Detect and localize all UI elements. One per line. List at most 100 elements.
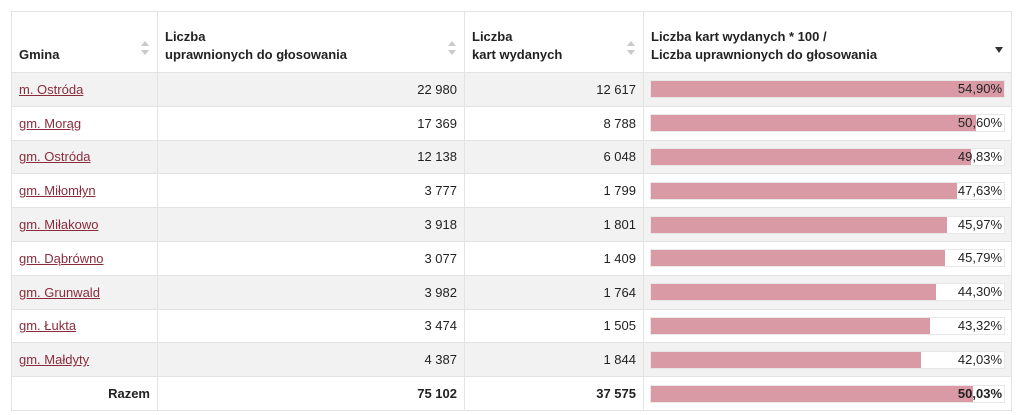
header-wydane-line1: Liczba bbox=[472, 29, 513, 44]
table-row: gm. Małdyty 4 387 1 844 42,03% bbox=[11, 342, 1012, 378]
turnout-bar: 50,60% bbox=[650, 114, 1005, 133]
cell-wydane: 6 048 bbox=[464, 139, 644, 175]
turnout-bar-fill bbox=[651, 115, 977, 132]
turnout-bar: 50,03% bbox=[650, 384, 1005, 403]
turnout-bar-fill bbox=[651, 351, 922, 368]
table-body: m. Ostróda 22 980 12 617 54,90% gm. Morąg 17 … bbox=[11, 72, 1012, 411]
table-row: gm. Dąbrówno 3 077 1 409 45,79% bbox=[11, 240, 1012, 276]
table-row: gm. Miłomłyn 3 777 1 799 47,63% bbox=[11, 173, 1012, 209]
table-row: gm. Ostróda 12 138 6 048 49,83% bbox=[11, 139, 1012, 175]
cell-uprawnieni: 12 138 bbox=[157, 139, 465, 175]
turnout-table: Gmina Liczba uprawnionych do głosowania … bbox=[11, 11, 1012, 411]
cell-gmina: gm. Miłakowo bbox=[11, 207, 158, 242]
gmina-link[interactable]: gm. Miłomłyn bbox=[19, 183, 96, 199]
cell-wydane: 8 788 bbox=[464, 105, 644, 141]
cell-uprawnieni: 22 980 bbox=[157, 72, 465, 107]
cell-gmina: gm. Dąbrówno bbox=[11, 240, 158, 276]
cell-uprawnieni: 17 369 bbox=[157, 105, 465, 141]
cell-wydane: 1 801 bbox=[464, 207, 644, 242]
header-uprawnieni[interactable]: Liczba uprawnionych do głosowania bbox=[157, 11, 465, 73]
cell-uprawnieni: 3 077 bbox=[157, 240, 465, 276]
gmina-link[interactable]: m. Ostróda bbox=[19, 81, 84, 97]
header-frekwencja-line2: Liczba uprawnionych do głosowania bbox=[651, 47, 878, 62]
cell-frekwencja: 43,32% bbox=[643, 308, 1012, 344]
turnout-bar-fill bbox=[651, 216, 947, 233]
cell-gmina: gm. Ostróda bbox=[11, 139, 158, 175]
cell-frekwencja: 45,79% bbox=[643, 240, 1012, 276]
cell-gmina: gm. Miłomłyn bbox=[11, 173, 158, 209]
cell-gmina: gm. Morąg bbox=[11, 105, 158, 141]
gmina-link[interactable]: gm. Małdyty bbox=[19, 352, 90, 368]
cell-uprawnieni: 3 474 bbox=[157, 308, 465, 344]
turnout-value: 50,60% bbox=[957, 115, 1002, 131]
turnout-bar: 43,32% bbox=[650, 316, 1005, 335]
header-wydane-line2: kart wydanych bbox=[472, 47, 563, 62]
turnout-bar: 44,30% bbox=[650, 283, 1005, 302]
cell-wydane: 37 575 bbox=[464, 376, 644, 411]
cell-frekwencja: 49,83% bbox=[643, 139, 1012, 175]
turnout-bar: 42,03% bbox=[650, 350, 1005, 369]
total-label: Razem bbox=[108, 386, 150, 402]
turnout-bar: 49,83% bbox=[650, 147, 1005, 166]
cell-wydane: 1 799 bbox=[464, 173, 644, 209]
turnout-value: 45,79% bbox=[957, 250, 1002, 266]
cell-frekwencja: 44,30% bbox=[643, 274, 1012, 310]
total-row: Razem 75 102 37 575 50,03% bbox=[11, 376, 1012, 411]
turnout-bar-fill bbox=[651, 385, 973, 402]
header-gmina-label: Gmina bbox=[19, 47, 60, 62]
cell-frekwencja: 45,97% bbox=[643, 207, 1012, 242]
table-row: gm. Łukta 3 474 1 505 43,32% bbox=[11, 308, 1012, 344]
cell-wydane: 1 409 bbox=[464, 240, 644, 276]
gmina-link[interactable]: gm. Miłakowo bbox=[19, 217, 99, 233]
header-gmina[interactable]: Gmina bbox=[11, 11, 158, 73]
gmina-link[interactable]: gm. Grunwald bbox=[19, 284, 100, 300]
turnout-bar: 54,90% bbox=[650, 80, 1005, 99]
turnout-value: 49,83% bbox=[957, 148, 1002, 164]
cell-frekwencja: 42,03% bbox=[643, 342, 1012, 378]
sort-icon[interactable] bbox=[627, 41, 635, 55]
turnout-bar: 45,79% bbox=[650, 249, 1005, 268]
table-row: gm. Grunwald 3 982 1 764 44,30% bbox=[11, 274, 1012, 310]
gmina-link[interactable]: gm. Ostróda bbox=[19, 149, 91, 165]
turnout-value: 42,03% bbox=[957, 351, 1002, 367]
cell-gmina: m. Ostróda bbox=[11, 72, 158, 107]
gmina-link[interactable]: gm. Morąg bbox=[19, 115, 82, 131]
cell-frekwencja: 54,90% bbox=[643, 72, 1012, 107]
header-uprawnieni-line2: uprawnionych do głosowania bbox=[165, 47, 348, 62]
sort-desc-icon[interactable] bbox=[995, 47, 1003, 53]
header-wydane[interactable]: Liczba kart wydanych bbox=[464, 11, 644, 73]
turnout-bar-fill bbox=[651, 182, 958, 199]
header-frekwencja[interactable]: Liczba kart wydanych * 100 / Liczba upra… bbox=[643, 11, 1012, 73]
table-header-row: Gmina Liczba uprawnionych do głosowania … bbox=[11, 11, 1012, 73]
gmina-link[interactable]: gm. Łukta bbox=[19, 318, 77, 334]
sort-icon[interactable] bbox=[141, 41, 149, 55]
turnout-bar-fill bbox=[651, 284, 936, 301]
turnout-value: 45,97% bbox=[957, 216, 1002, 232]
turnout-bar-fill bbox=[651, 250, 946, 267]
cell-uprawnieni: 3 777 bbox=[157, 173, 465, 209]
turnout-value: 47,63% bbox=[957, 182, 1002, 198]
table-row: m. Ostróda 22 980 12 617 54,90% bbox=[11, 72, 1012, 107]
gmina-link[interactable]: gm. Dąbrówno bbox=[19, 250, 104, 266]
cell-wydane: 1 764 bbox=[464, 274, 644, 310]
header-frekwencja-line1: Liczba kart wydanych * 100 / bbox=[651, 29, 827, 44]
cell-gmina: gm. Grunwald bbox=[11, 274, 158, 310]
cell-gmina: gm. Małdyty bbox=[11, 342, 158, 378]
turnout-value: 44,30% bbox=[957, 284, 1002, 300]
table-row: gm. Morąg 17 369 8 788 50,60% bbox=[11, 105, 1012, 141]
cell-gmina: Razem bbox=[11, 376, 158, 411]
sort-icon[interactable] bbox=[448, 41, 456, 55]
cell-wydane: 1 844 bbox=[464, 342, 644, 378]
header-uprawnieni-line1: Liczba bbox=[165, 29, 206, 44]
cell-uprawnieni: 3 918 bbox=[157, 207, 465, 242]
turnout-bar: 47,63% bbox=[650, 181, 1005, 200]
table-row: gm. Miłakowo 3 918 1 801 45,97% bbox=[11, 207, 1012, 242]
cell-frekwencja: 47,63% bbox=[643, 173, 1012, 209]
turnout-value: 43,32% bbox=[957, 317, 1002, 333]
turnout-bar-fill bbox=[651, 148, 972, 165]
cell-uprawnieni: 3 982 bbox=[157, 274, 465, 310]
turnout-value: 50,03% bbox=[957, 385, 1002, 401]
cell-uprawnieni: 4 387 bbox=[157, 342, 465, 378]
cell-frekwencja: 50,60% bbox=[643, 105, 1012, 141]
cell-frekwencja: 50,03% bbox=[643, 376, 1012, 411]
